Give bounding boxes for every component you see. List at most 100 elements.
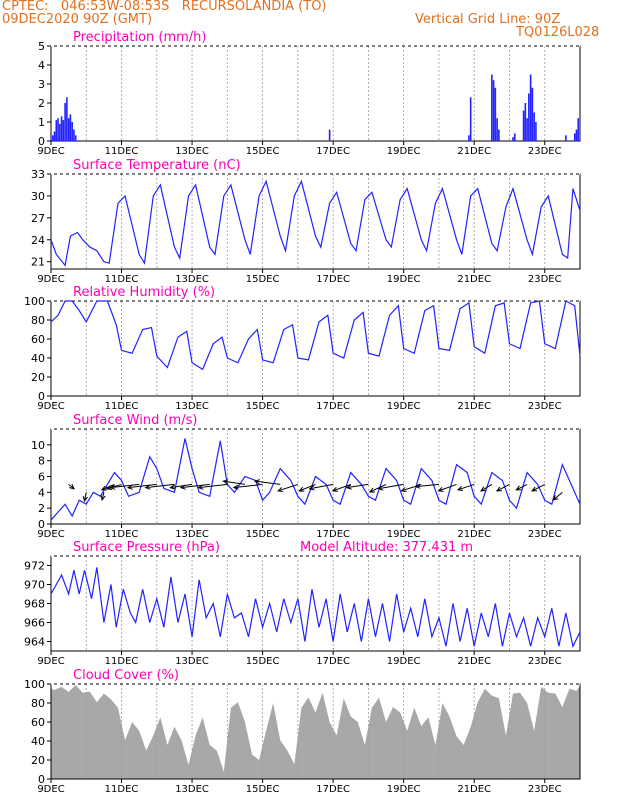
x-tick-label: 23DEC [528,274,562,285]
precip-bar [494,87,497,141]
header-grid-note: Vertical Grid Line: 90Z [415,12,561,27]
wind-arrow-head [331,486,338,492]
y-tick-label: 1 [38,116,45,129]
wind-arrow-head [480,486,487,492]
wind-arrow [83,492,87,502]
wind-arrow-head [414,483,421,489]
wind-arrow [110,483,140,489]
x-tick-label: 17DEC [316,656,350,667]
x-tick-label: 13DEC [175,529,209,540]
x-tick-label: 17DEC [316,529,350,540]
y-tick-label: 8 [38,455,45,468]
panel-title-pressure: Surface Pressure (hPa) [73,540,220,555]
x-tick-label: 21DEC [457,401,491,412]
wind-arrow-head [531,486,538,492]
y-tick-label: 40 [31,735,45,748]
precip-bar [526,118,528,141]
precip-bar [51,135,54,141]
precip-bar [535,122,537,141]
wind-arrow [516,483,528,491]
wind-arrow-head [100,485,107,491]
precip-bar [53,131,56,141]
wind-arrow-head [345,484,352,490]
precip-bar [57,118,59,141]
panel-frame-temp [50,173,581,270]
panel-title-wind: Surface Wind (m/s) [73,413,197,428]
y-tick-label: 2 [38,502,45,515]
y-tick-label: 964 [24,636,45,649]
y-tick-label: 2 [38,97,45,110]
panel-title-precip: Precipitation (mm/h) [73,30,206,45]
x-tick-label: 11DEC [105,274,139,285]
wind-arrow-head [179,484,186,490]
y-tick-label: 20 [31,754,45,767]
x-tick-label: 11DEC [105,529,139,540]
x-tick-label: 21DEC [457,274,491,285]
wind-arrow [198,483,228,489]
x-tick-label: 9DEC [37,274,64,285]
wind-arrow [496,483,510,492]
precip-bar [492,80,495,141]
wind-arrow [531,483,545,492]
y-tick-label: 0 [38,773,45,786]
wind-arrow-head [197,484,204,490]
precip-bar [513,133,516,141]
wind-arrow [553,491,563,501]
wind-arrow [127,483,157,489]
x-tick-label: 19DEC [387,784,421,795]
precip-bar [120,140,123,141]
panel-title-humidity: Relative Humidity (%) [73,285,215,300]
wind-arrow-head [106,484,113,491]
x-tick-label: 17DEC [316,784,350,795]
precip-bar [512,137,514,141]
wind-arrow-head [222,479,229,485]
wind-arrow-head [126,484,133,490]
x-tick-label: 17DEC [316,146,350,157]
precip-bar [66,97,68,141]
x-tick-label: 19DEC [387,529,421,540]
x-tick-label: 23DEC [528,784,562,795]
precip-bar [575,129,578,141]
wind-arrow-head [82,496,88,503]
precip-bar [328,129,331,141]
x-tick-label: 23DEC [528,401,562,412]
y-tick-label: 4 [38,59,45,72]
wind-arrow-head [437,486,444,492]
wind-arrow-head [69,484,75,490]
wind-arrow-head [109,484,116,490]
x-tick-label: 13DEC [175,146,209,157]
wind-arrow [457,483,475,491]
y-tick-label: 6 [38,471,45,484]
precip-bar [64,103,66,141]
x-tick-label: 15DEC [246,146,280,157]
y-tick-label: 966 [24,617,45,630]
x-tick-label: 21DEC [457,656,491,667]
series-line-wind [50,438,581,521]
x-tick-label: 9DEC [37,401,64,412]
x-tick-label: 19DEC [387,274,421,285]
y-tick-label: 60 [31,333,45,346]
wind-arrow [106,483,122,490]
wind-arrow-head [144,484,151,490]
wind-arrow [415,483,439,488]
wind-arrow [299,483,316,492]
precip-bar [69,114,72,141]
y-tick-label: 80 [31,697,45,710]
y-tick-label: 4 [38,486,45,499]
wind-arrow-head [377,485,384,491]
precip-bar [67,118,70,141]
x-tick-label: 13DEC [175,784,209,795]
precip-bar [62,120,65,141]
x-tick-label: 15DEC [246,784,280,795]
series-line-temp [50,179,581,267]
x-tick-label: 19DEC [387,146,421,157]
panel-title-temp: Surface Temperature (nC) [73,158,241,173]
header-station: CPTEC: 046:53W-08:53S RECURSOLANDIA (TO) [2,0,327,14]
precip-bar [522,110,525,141]
x-tick-label: 23DEC [528,529,562,540]
wind-arrow-head [169,484,176,490]
y-tick-label: 60 [31,716,45,729]
y-tick-label: 100 [24,678,45,691]
x-tick-label: 13DEC [175,401,209,412]
